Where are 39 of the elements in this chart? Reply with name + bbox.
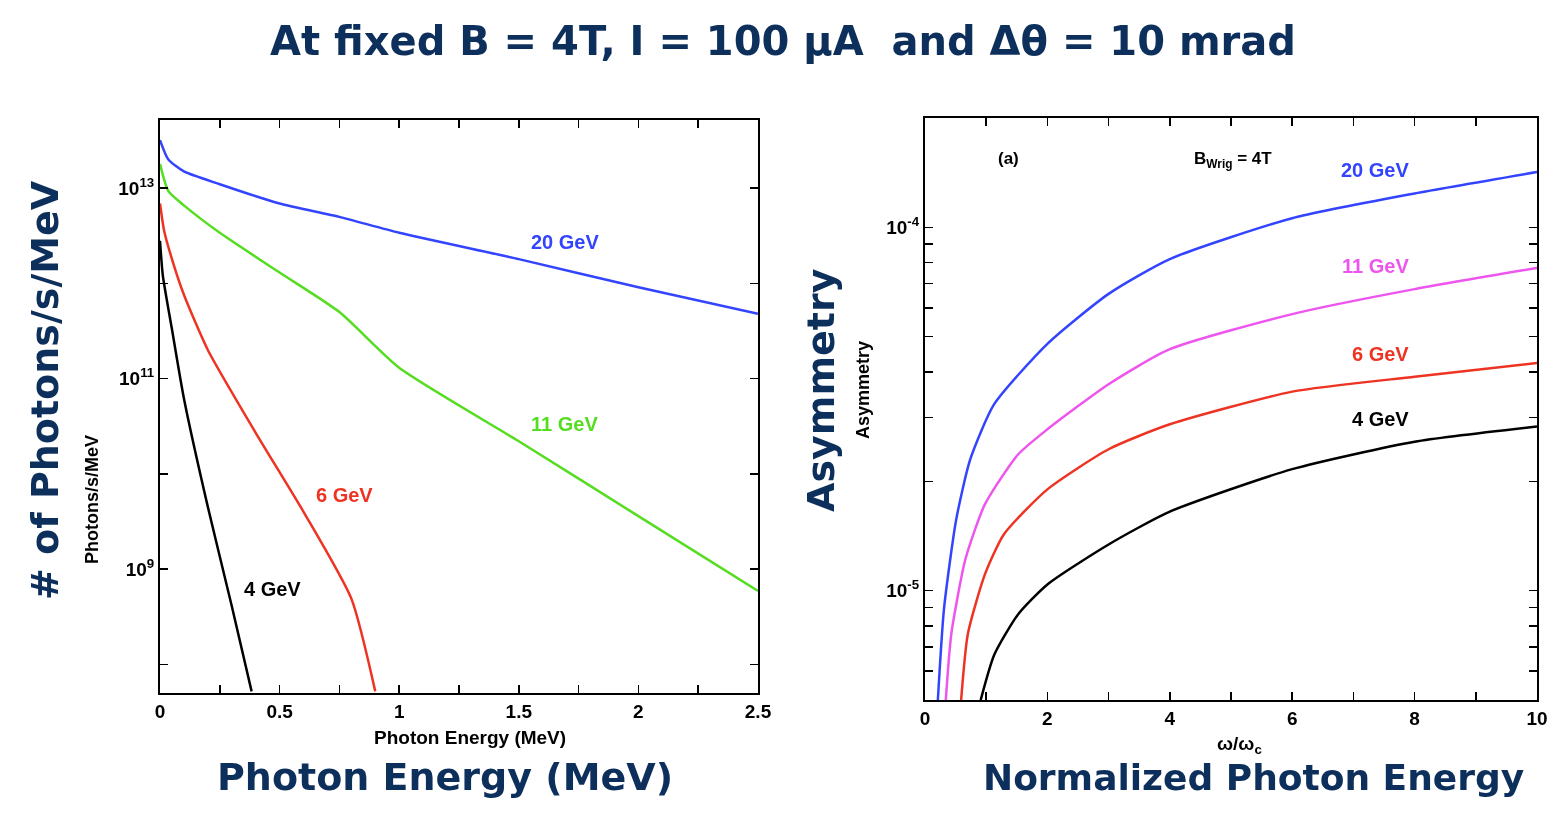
y-tick-label: 10$^{13}$: [118, 174, 155, 199]
x-axis-title: ω/ω$_{c}$: [1217, 733, 1262, 757]
x-tick-label: 0: [154, 700, 166, 722]
series-label: 20 GeV: [1341, 159, 1410, 181]
line-series: [160, 138, 758, 316]
x-tick-label: 1.5: [505, 700, 533, 722]
series-label: 6 GeV: [1352, 343, 1410, 365]
series-label: 11 GeV: [531, 413, 599, 435]
annotation: (a): [998, 149, 1019, 168]
series-label: 4 GeV: [244, 578, 302, 600]
x-tick-label: 10: [1526, 707, 1548, 729]
text: # of Photons/s/MeV: [23, 180, 67, 600]
x-tick-label: 2.5: [744, 700, 772, 722]
y-axis-title: Photons/s/MeV: [82, 434, 102, 564]
x-axis-title: Photon Energy (MeV): [374, 727, 567, 748]
y-tick-label: 10$^{-5}$: [886, 577, 920, 602]
x-tick-label: 2: [1042, 707, 1053, 729]
y-tick-label: 10$^{11}$: [119, 365, 155, 390]
series-label: 11 GeV: [1342, 255, 1410, 277]
y-axis-title: Asymmetry: [853, 340, 873, 439]
series-label: 6 GeV: [316, 484, 374, 506]
x-tick-label: 6: [1286, 707, 1298, 729]
text: Asymmetry: [799, 268, 843, 512]
x-tick-label: 8: [1409, 707, 1420, 729]
y-tick-label: 10$^{9}$: [125, 555, 155, 580]
text: Photon Energy (MeV): [217, 755, 674, 799]
text: Normalized Photon Energy: [983, 757, 1525, 798]
y-tick-label: 10$^{-4}$: [886, 214, 920, 239]
x-tick-label: 0: [919, 707, 931, 729]
annotation: B$_{Wrig}$ = 4T: [1194, 149, 1273, 171]
chart-title: At fixed B = 4T, I = 100 μA and Δθ = 10 mrad: [269, 18, 1297, 64]
series-label: 4 GeV: [1352, 408, 1410, 430]
series-label: 20 GeV: [531, 231, 600, 253]
x-tick-label: 1: [393, 700, 405, 722]
x-tick-label: 2: [633, 700, 644, 722]
x-tick-label: 4: [1164, 707, 1176, 729]
line-series: [959, 361, 1537, 700]
x-tick-label: 0.5: [266, 700, 294, 722]
line-series: [160, 202, 377, 693]
